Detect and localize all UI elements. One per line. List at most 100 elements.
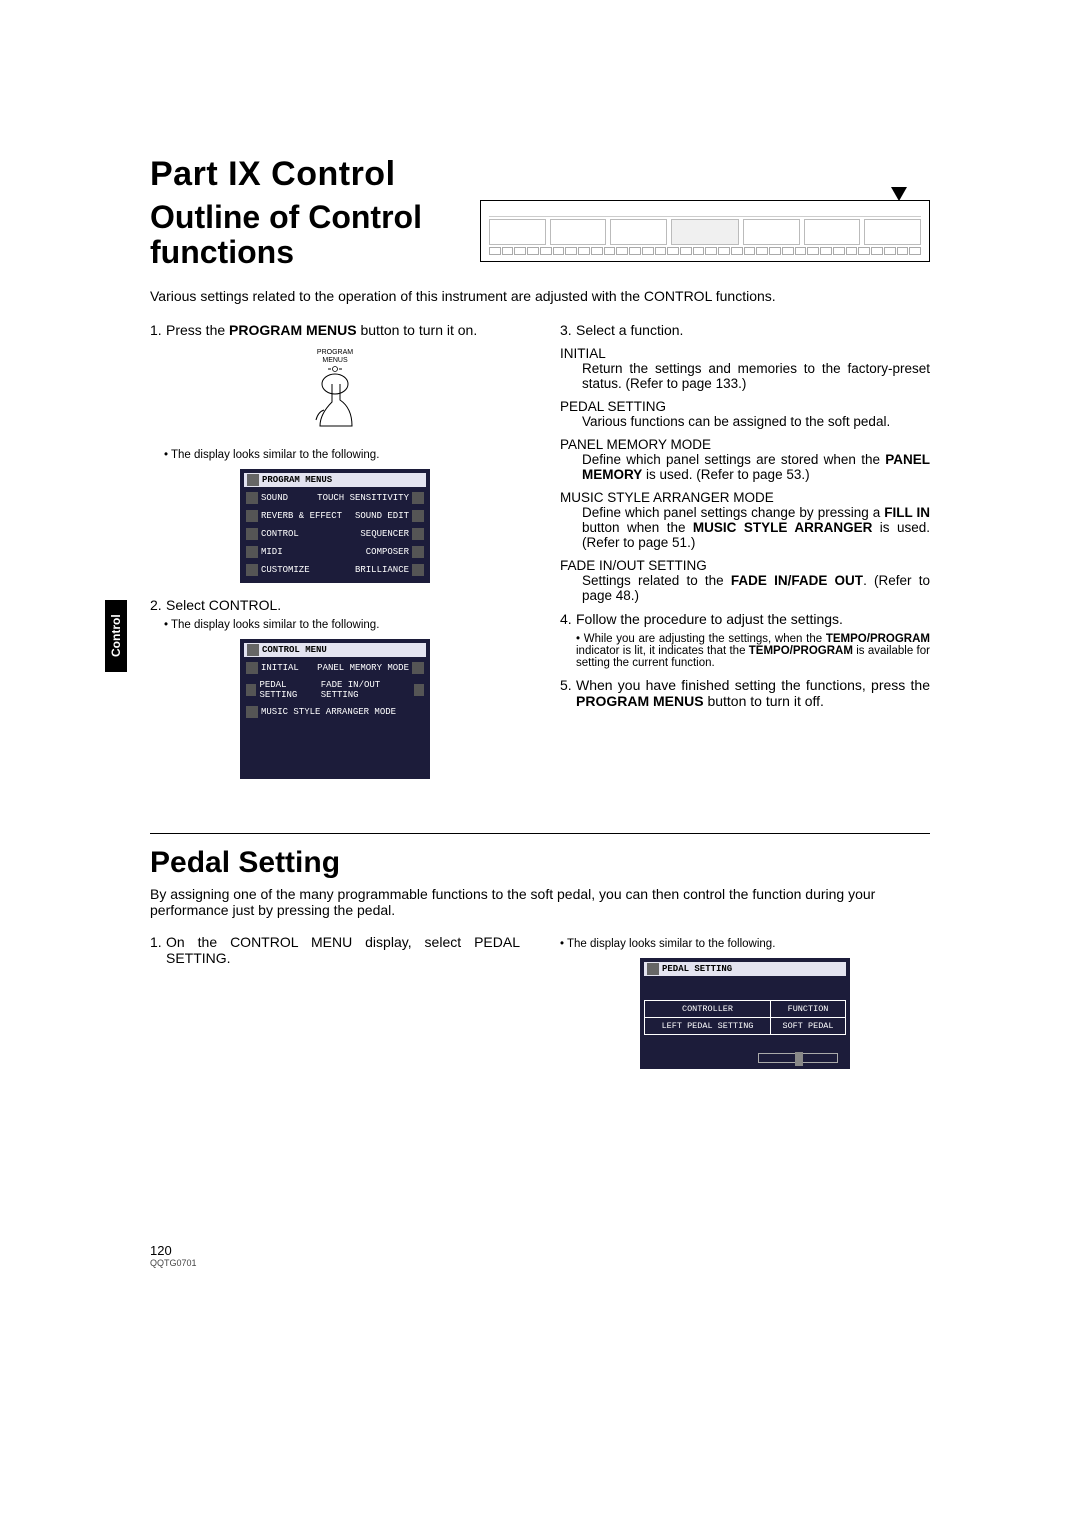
step-3-number: 3.: [560, 322, 576, 338]
page-footer: 120 QQTG0701: [150, 1243, 197, 1268]
pedal-step-1-text: On the CONTROL MENU display, select PEDA…: [166, 934, 520, 966]
step-5-text: When you have finished setting the funct…: [576, 677, 930, 709]
program-menus-screen: PROGRAM MENUS SOUND TOUCH SENSITIVITY REV…: [240, 469, 430, 583]
pedal-step-1-number: 1.: [150, 934, 166, 966]
outline-header-row: Outline of Control functions: [150, 200, 930, 270]
pedal-screen-title: PEDAL SETTING: [644, 962, 846, 976]
step-3-text: Select a function.: [576, 322, 930, 338]
msa-pre: Define which panel settings change by pr…: [582, 505, 884, 520]
msa-mid: button when the: [582, 520, 693, 535]
menu-fade: FADE IN/OUT SETTING: [321, 680, 411, 700]
menu-sequencer: SEQUENCER: [360, 529, 409, 539]
s4b-bold2: TEMPO/PROGRAM: [749, 645, 853, 657]
brilliance-icon: [412, 564, 424, 576]
pmm-icon: [412, 662, 424, 674]
arrow-down-icon: [891, 187, 907, 201]
fade-icon: [414, 684, 424, 696]
control-menu-screen-title: CONTROL MENU: [244, 643, 426, 657]
step-3: 3. Select a function.: [560, 322, 930, 338]
section-divider: [150, 833, 930, 834]
two-column-body: 1. Press the PROGRAM MENUS button to tur…: [150, 322, 930, 793]
menu-reverb: REVERB & EFFECT: [261, 511, 342, 521]
pedal-bullet: • The display looks similar to the follo…: [560, 938, 930, 950]
pedal-screen-table: CONTROLLER FUNCTION LEFT PEDAL SETTING S…: [644, 1000, 846, 1035]
def-pedal-body: Various functions can be assigned to the…: [582, 414, 930, 429]
def-pmm-body: Define which panel settings are stored w…: [582, 452, 930, 482]
fade-pre: Settings related to the: [582, 573, 731, 588]
step-4: 4. Follow the procedure to adjust the se…: [560, 611, 930, 627]
fig-label-bot: MENUS: [322, 357, 348, 364]
menu-brilliance: BRILLIANCE: [355, 565, 409, 575]
s4b-mid: indicator is lit, it indicates that the: [576, 645, 749, 657]
part-title: Part IX Control: [150, 155, 930, 194]
intro-text: Various settings related to the operatio…: [150, 288, 930, 304]
step-1-post: button to turn it on.: [357, 322, 478, 338]
midi-icon: [246, 546, 258, 558]
doc-code: QQTG0701: [150, 1258, 197, 1268]
def-pmm: PANEL MEMORY MODE Define which panel set…: [560, 437, 930, 482]
menu-pmm: PANEL MEMORY MODE: [317, 663, 409, 673]
control-menu-screen: CONTROL MENU INITIALPANEL MEMORY MODE PE…: [240, 639, 430, 779]
pmm-post: is used. (Refer to page 53.): [642, 467, 809, 482]
step-2-number: 2.: [150, 597, 166, 613]
page-content: Part IX Control Outline of Control funct…: [150, 155, 930, 1073]
def-msa-head: MUSIC STYLE ARRANGER MODE: [560, 490, 930, 505]
reverb-icon: [246, 510, 258, 522]
step-1-number: 1.: [150, 322, 166, 338]
menu-msa: MUSIC STYLE ARRANGER MODE: [261, 707, 396, 717]
pedal-left-column: 1. On the CONTROL MENU display, select P…: [150, 934, 520, 1073]
composer-icon: [412, 546, 424, 558]
def-fade-head: FADE IN/OUT SETTING: [560, 558, 930, 573]
menu-composer: COMPOSER: [366, 547, 409, 557]
left-column: 1. Press the PROGRAM MENUS button to tur…: [150, 322, 520, 793]
menu-touch: TOUCH SENSITIVITY: [317, 493, 409, 503]
fade-bold: FADE IN/FADE OUT: [731, 573, 863, 588]
control-icon: [246, 528, 258, 540]
pedal-cell-function: SOFT PEDAL: [771, 1018, 846, 1035]
customize-icon: [246, 564, 258, 576]
step-4-bullet: • While you are adjusting the settings, …: [576, 633, 930, 669]
step-1-bold: PROGRAM MENUS: [229, 322, 357, 338]
pedal-cell-controller: LEFT PEDAL SETTING: [645, 1018, 771, 1035]
pedal-screen-title-text: PEDAL SETTING: [662, 964, 732, 974]
msa-bold2: MUSIC STYLE ARRANGER: [693, 520, 872, 535]
step-1-text: Press the PROGRAM MENUS button to turn i…: [166, 322, 520, 338]
def-fade-body: Settings related to the FADE IN/FADE OUT…: [582, 573, 930, 603]
msa-bold1: FILL IN: [884, 505, 930, 520]
outline-title: Outline of Control functions: [150, 200, 450, 270]
pedal-hdr-function: FUNCTION: [771, 1001, 846, 1018]
initial-icon: [246, 662, 258, 674]
program-menus-screen-title: PROGRAM MENUS: [244, 473, 426, 487]
touch-icon: [412, 492, 424, 504]
program-menus-screen-title-text: PROGRAM MENUS: [262, 475, 332, 485]
menu-midi: MIDI: [261, 547, 283, 557]
pedal-setting-intro: By assigning one of the many programmabl…: [150, 886, 930, 918]
control-menu-title-icon: [247, 644, 259, 656]
pmm-pre: Define which panel settings are stored w…: [582, 452, 885, 467]
pedal-step-1: 1. On the CONTROL MENU display, select P…: [150, 934, 520, 966]
pedal-screen-slider: [758, 1053, 838, 1063]
step-5: 5. When you have finished setting the fu…: [560, 677, 930, 709]
instrument-panel-diagram: [480, 200, 930, 262]
fig-label-top: PROGRAM: [317, 349, 353, 356]
pedal-right-column: • The display looks similar to the follo…: [560, 934, 930, 1073]
pedal-setting-screen: PEDAL SETTING CONTROLLER FUNCTION LEFT P…: [640, 958, 850, 1069]
step-1: 1. Press the PROGRAM MENUS button to tur…: [150, 322, 520, 338]
def-pedal: PEDAL SETTING Various functions can be a…: [560, 399, 930, 429]
s4b-pre: • While you are adjusting the settings, …: [576, 633, 826, 645]
s5-post: button to turn it off.: [704, 693, 824, 709]
msa-icon: [246, 706, 258, 718]
step-4-text: Follow the procedure to adjust the setti…: [576, 611, 930, 627]
def-msa-body: Define which panel settings change by pr…: [582, 505, 930, 550]
step-2-text: Select CONTROL.: [166, 597, 520, 613]
def-msa: MUSIC STYLE ARRANGER MODE Define which p…: [560, 490, 930, 550]
step-4-number: 4.: [560, 611, 576, 627]
step-1-pre: Press the: [166, 322, 229, 338]
pedal-two-column: 1. On the CONTROL MENU display, select P…: [150, 934, 930, 1073]
slider-knob-icon: [795, 1052, 803, 1066]
control-menu-screen-title-text: CONTROL MENU: [262, 645, 327, 655]
menu-sound: SOUND: [261, 493, 288, 503]
s4b-bold1: TEMPO/PROGRAM: [826, 633, 930, 645]
menu-control: CONTROL: [261, 529, 299, 539]
s5-pre: When you have finished setting the funct…: [576, 677, 930, 693]
